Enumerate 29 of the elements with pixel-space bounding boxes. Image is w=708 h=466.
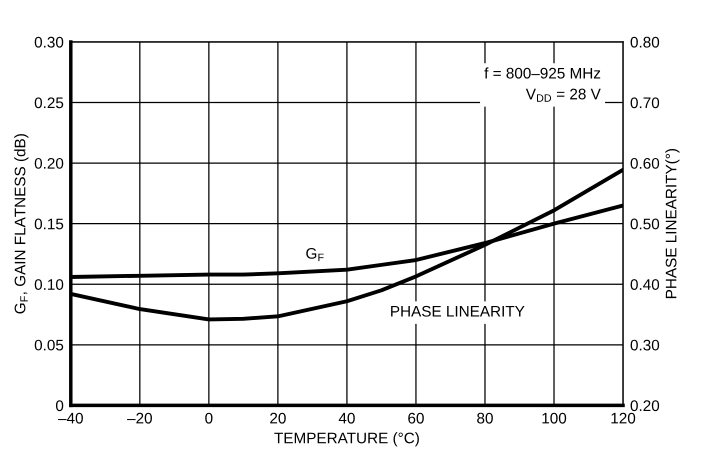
x-tick-label: 80 [477, 412, 493, 424]
y2-tick-label: 0.20 [630, 400, 660, 412]
x-tick-label: 60 [408, 412, 424, 424]
y2-tick-label: 0.70 [630, 97, 660, 108]
y-tick-label: 0 [56, 400, 64, 412]
y-tick-label: 0.25 [34, 97, 64, 108]
annotation: PHASE LINEARITY [391, 306, 525, 317]
y2-tick-label: 0.60 [630, 158, 660, 169]
x-tick-label: 120 [611, 412, 636, 424]
x-tick-label: 0 [205, 412, 213, 424]
y-tick-label: 0.15 [34, 218, 64, 230]
annotation: f = 800–925 MHz V$_{DD}$ = 28 V [484, 67, 601, 102]
x-tick-label: 20 [270, 412, 286, 424]
y2-tick-label: 0.50 [630, 218, 660, 230]
x-axis-title: TEMPERATURE (°C) [274, 432, 419, 446]
y-axis-title: G$_{F}$, GAIN FLATNESS (dB) [14, 134, 28, 314]
y2-tick-label: 0.30 [630, 340, 660, 351]
y2-tick-label: 0.40 [630, 279, 660, 290]
x-tick-label: 100 [542, 412, 566, 424]
y-tick-label: 0.05 [34, 340, 64, 351]
y-tick-label: 0.10 [34, 279, 64, 290]
y2-axis-title: PHASE LINEARITY(°) [665, 148, 680, 298]
y2-tick-label: 0.80 [630, 36, 660, 48]
x-tick-label: –40 [58, 412, 83, 424]
y-tick-label: 0.30 [34, 36, 64, 48]
x-tick-label: 40 [338, 412, 355, 424]
x-tick-label: –20 [127, 412, 152, 424]
annotation: G$_{F}$ [306, 248, 324, 262]
y-tick-label: 0.20 [34, 158, 64, 169]
